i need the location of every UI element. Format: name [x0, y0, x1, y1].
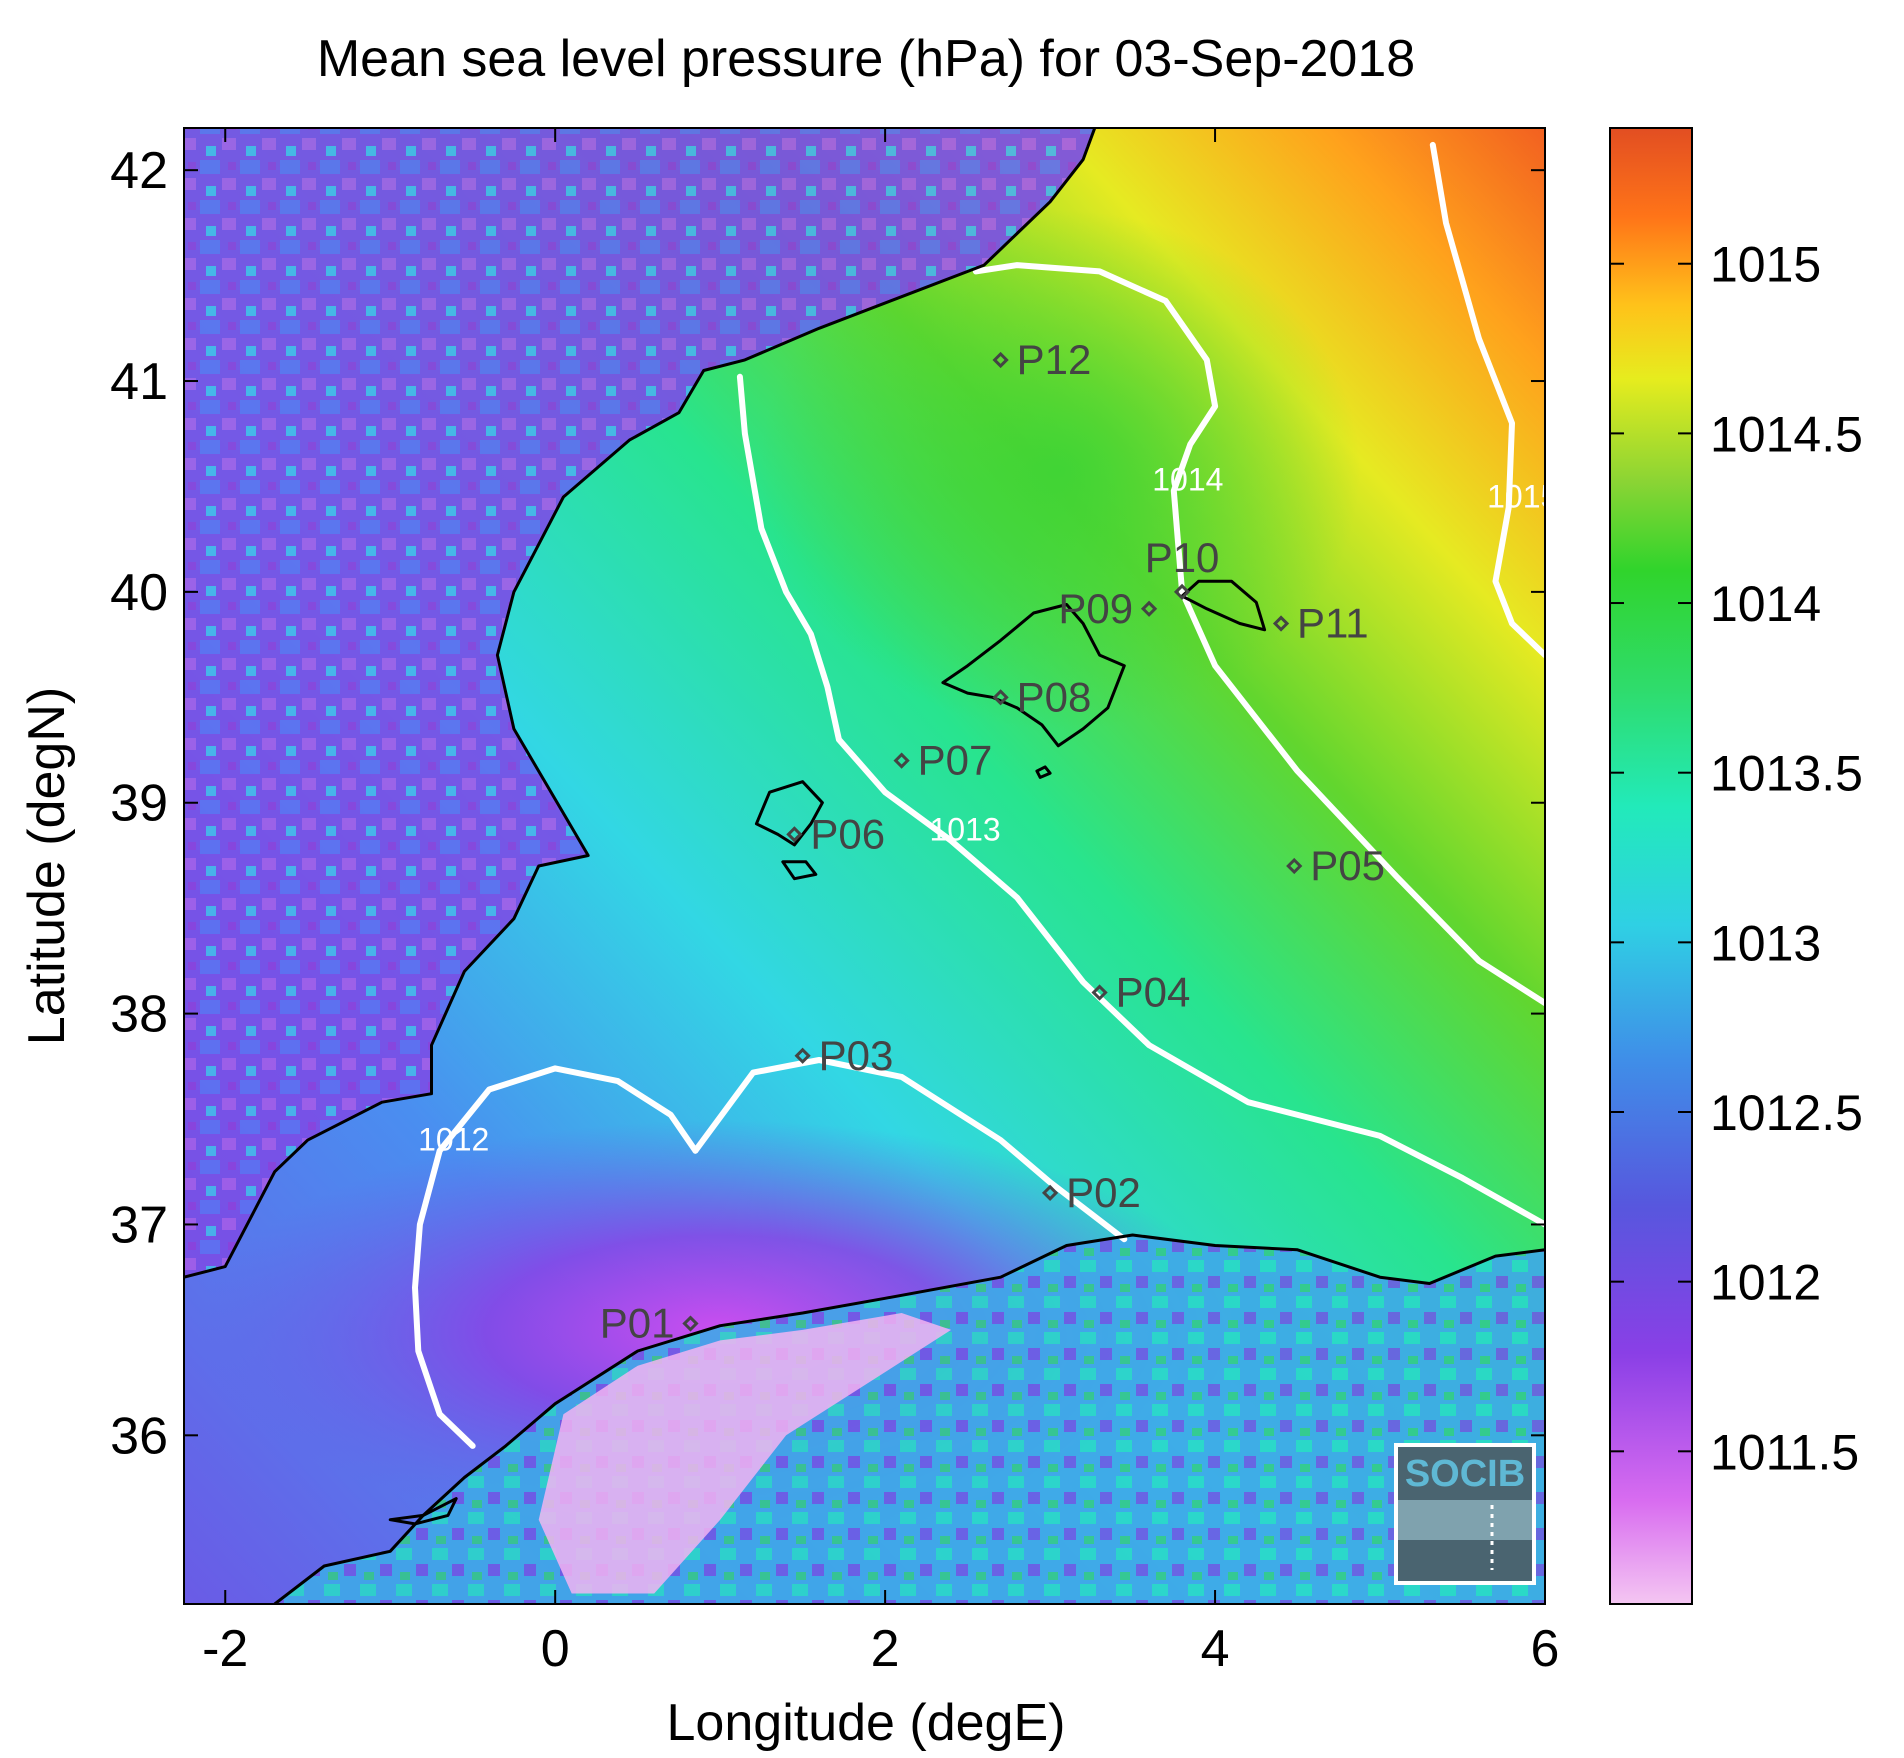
y-tick-label: 37	[110, 1196, 168, 1254]
station-label-p11: P11	[1297, 600, 1369, 647]
station-label-p02: P02	[1066, 1169, 1141, 1216]
station-label-p01: P01	[600, 1300, 675, 1347]
chart-title: Mean sea level pressure (hPa) for 03-Sep…	[317, 30, 1415, 88]
y-tick-label: 36	[110, 1407, 168, 1465]
coastline-menorca	[1180, 579, 1267, 632]
x-axis-label: Longitude (degE)	[667, 1694, 1066, 1752]
station-marker-p02	[1041, 1184, 1059, 1201]
x-axis-ticks: -2 0 2 4 6	[202, 128, 1559, 1678]
colorbar-tick-label: 1013.5	[1710, 746, 1863, 802]
station-marker-p08	[992, 689, 1009, 706]
station-label-p07: P07	[918, 737, 993, 784]
coastline-ibiza	[754, 780, 824, 847]
coastlines	[184, 128, 1545, 1604]
contour-line-1014	[972, 262, 1545, 1007]
contour-label-1013: 1013	[930, 812, 1001, 848]
north-africa-low-pressure-patch	[538, 1313, 952, 1594]
colorbar-tick-label: 1011.5	[1710, 1424, 1859, 1480]
y-tick-label: 41	[110, 353, 168, 411]
station-marker-p05	[1286, 857, 1303, 875]
station-label-p12: P12	[1017, 336, 1092, 383]
station-label-p04: P04	[1116, 969, 1191, 1016]
colorbar-tick-label: 1014	[1710, 576, 1821, 632]
station-label-p08: P08	[1017, 673, 1092, 720]
y-axis-label: Latitude (degN)	[18, 687, 76, 1045]
station-marker-p10	[1173, 583, 1191, 601]
contour-label-1012: 1012	[418, 1122, 489, 1158]
station-label-p05: P05	[1310, 842, 1385, 889]
coastline-formentera	[781, 860, 818, 881]
plot-frame	[183, 127, 1546, 1605]
station-marker-p04	[1091, 984, 1108, 1001]
coastline-alboran-spit	[388, 1497, 458, 1526]
coastline-north-africa	[273, 1233, 1545, 1604]
station-marker-p01	[682, 1315, 699, 1332]
coastline-iberia	[184, 128, 1097, 1279]
station-marker-p03	[794, 1047, 811, 1064]
station-label-p10: P10	[1145, 534, 1220, 581]
station-label-p03: P03	[819, 1032, 894, 1079]
colorbar-gradient	[1609, 127, 1693, 1605]
contour-line-1015	[1429, 141, 1545, 659]
y-tick-label: 38	[110, 986, 168, 1044]
colorbar-tick-label: 1012.5	[1710, 1085, 1863, 1141]
contour-line-1013	[736, 373, 1545, 1228]
x-tick-label: 4	[1201, 1620, 1230, 1678]
contour-line-1012	[692, 1057, 1128, 1243]
iberia-land	[184, 128, 1095, 1278]
station-marker-p11	[1272, 615, 1290, 632]
y-tick-label: 39	[110, 775, 168, 833]
station-label-p06: P06	[810, 810, 885, 857]
contour-label-1015: 1015	[1487, 479, 1558, 515]
colorbar-tick-label: 1012	[1710, 1255, 1821, 1311]
station-label-p09: P09	[1058, 585, 1133, 632]
station-marker-p07	[893, 752, 910, 769]
station-marker-p06	[786, 826, 803, 843]
x-tick-label: 2	[871, 1620, 900, 1678]
y-tick-label: 42	[110, 142, 168, 200]
colorbar: 1011.5 1012 1012.5 1013 1013.5 1014 1014.5 1015	[1609, 127, 1863, 1605]
contour-line-1012	[412, 1065, 699, 1449]
colorbar-tick-label: 1013	[1710, 915, 1821, 971]
contour-label-1014: 1014	[1152, 462, 1223, 498]
coastline-cabrera	[1035, 765, 1052, 779]
colorbar-ticks: 1011.5 1012 1012.5 1013 1013.5 1014 1014.5 1015	[1610, 237, 1863, 1480]
x-tick-label: 6	[1531, 1620, 1560, 1678]
socib-logo-text: SOCIB	[1405, 1453, 1525, 1495]
station-marker-p12	[992, 351, 1009, 369]
y-tick-label: 40	[110, 564, 168, 622]
y-axis-ticks: 36 37 38 39 40 41 42	[110, 142, 1545, 1465]
x-tick-label: -2	[202, 1620, 248, 1678]
colorbar-tick-label: 1014.5	[1710, 406, 1863, 462]
x-tick-label: 0	[541, 1620, 570, 1678]
colorbar-tick-label: 1015	[1710, 237, 1821, 293]
coastline-mallorca	[941, 603, 1126, 748]
socib-logo: SOCIB	[1394, 1443, 1536, 1585]
contour-lines: 1012 1013 1014 1015	[412, 141, 1558, 1449]
station-marker-p09	[1140, 600, 1158, 617]
mid-green-band	[760, 210, 1360, 730]
station-points: P01 P02 P03 P04 P05 P06 P07 P08 P09 P10 P11 P12	[600, 336, 1385, 1347]
